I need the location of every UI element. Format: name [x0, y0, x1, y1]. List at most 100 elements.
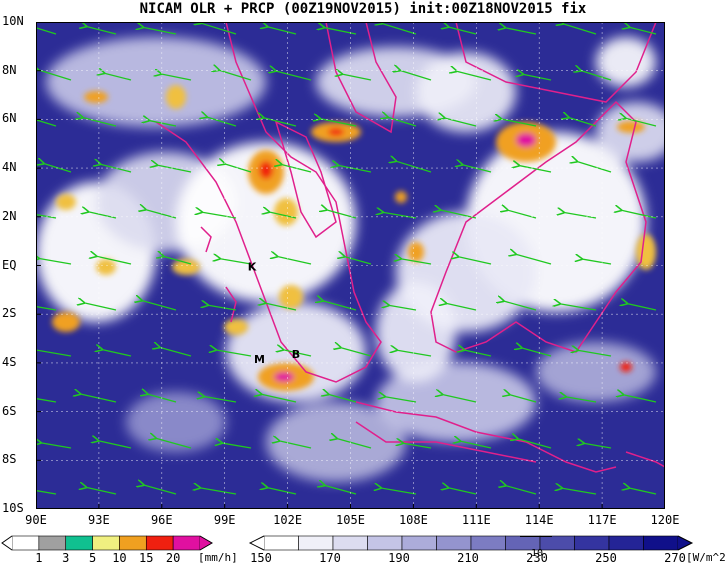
wind-arrow: [84, 303, 117, 311]
map-title: NICAM OLR + PRCP (00Z19NOV2015) init:00Z…: [139, 1, 587, 17]
olr-color-swatch: [574, 535, 610, 551]
latitude-tick-label: 6N: [2, 111, 17, 126]
wind-arrow: [265, 303, 297, 311]
colorbar-right-tip: [199, 535, 213, 551]
precipitation-unit: [mm/h]: [198, 551, 238, 564]
wind-arrow: [442, 394, 477, 403]
precip-colorbar-label: 1: [35, 551, 43, 565]
wind-arrow: [400, 259, 432, 265]
precip-color-swatch: [145, 535, 174, 551]
wind-arrow: [501, 119, 537, 127]
precip-colorbar-label: 5: [88, 551, 97, 565]
wind-arrow: [143, 27, 177, 35]
wind-arrow: [388, 305, 417, 311]
wind-arrow: [267, 487, 297, 495]
latitude-tick-label: 10S: [2, 501, 24, 515]
wind-arrow: [221, 443, 252, 449]
wind-arrow: [86, 26, 117, 35]
wind-arrow: [344, 257, 372, 265]
olr-color-swatch: [608, 535, 644, 551]
latitude-tick-label: EQ: [2, 257, 17, 272]
longitude-tick-label: 96E: [150, 513, 173, 527]
wind-arrow: [562, 488, 597, 495]
wind-arrow: [384, 397, 417, 403]
wind-arrow: [517, 439, 552, 449]
wind-arrow: [149, 120, 177, 127]
longitude-tick-label: 114E: [524, 513, 554, 527]
wind-arrow: [82, 117, 117, 127]
wind-arrow: [80, 394, 117, 403]
wind-arrow: [515, 254, 552, 265]
wind-arrow: [279, 441, 312, 449]
colorbar-left-tip: [1, 535, 13, 551]
wind-arrow: [448, 27, 477, 35]
wind-arrow: [38, 70, 72, 81]
wind-arrow: [342, 74, 372, 81]
wind-arrow: [219, 259, 252, 265]
olr-precip-map: K M B: [36, 22, 665, 509]
wind-arrow: [43, 163, 72, 173]
olr-color-swatch: [298, 535, 334, 551]
wind-arrow: [104, 73, 132, 81]
wind-arrow: [206, 117, 237, 127]
olr-color-swatch: [539, 535, 575, 551]
wind-arrow: [36, 119, 57, 127]
wind-arrow: [36, 27, 57, 35]
wind-arrow: [100, 164, 132, 173]
wind-arrow: [629, 488, 657, 495]
precip-color-swatch: [11, 535, 40, 551]
wind-arrow: [336, 438, 372, 449]
wind-arrow: [283, 350, 312, 357]
wind-arrow: [563, 212, 597, 219]
wind-arrow: [161, 74, 192, 81]
wind-arrow: [267, 27, 297, 35]
vector-reference-arrow: [520, 536, 552, 537]
station-markers: K M B: [248, 260, 300, 366]
lat-lon-grid: [36, 22, 665, 509]
precip-colorbar-label: 15: [139, 551, 154, 565]
olr-color-swatch: [470, 535, 506, 551]
wind-arrow: [503, 301, 537, 311]
wind-arrow: [261, 394, 297, 403]
wind-arrow: [397, 350, 432, 357]
longitude-tick-label: 117E: [587, 513, 617, 527]
wind-arrow: [625, 118, 657, 127]
wind-arrow: [580, 71, 612, 81]
station-label: M: [254, 353, 265, 366]
precip-color-swatch: [92, 535, 120, 551]
wind-arrow: [568, 117, 597, 127]
latitude-tick-label: 2N: [2, 208, 17, 223]
longitude-tick-label: 102E: [273, 513, 303, 527]
longitude-tick-label: 111E: [461, 513, 491, 527]
precip-color-swatch: [38, 535, 67, 551]
wind-arrow: [563, 24, 597, 35]
precip-color-swatch: [65, 535, 93, 551]
olr-colorbar-label: 190: [388, 551, 410, 565]
wind-arrow: [202, 212, 237, 219]
latitude-tick-label: 4N: [2, 160, 17, 175]
latitude-tick-label: 10N: [2, 14, 24, 28]
wind-arrow: [396, 161, 432, 173]
olr-color-swatch: [332, 535, 368, 551]
wind-arrow: [577, 350, 612, 357]
wind-arrow: [207, 305, 237, 311]
wind-arrow: [86, 487, 117, 495]
wind-arrow: [440, 210, 477, 219]
wind-arrow: [560, 304, 597, 311]
olr-colorbar-label: 210: [457, 551, 479, 565]
wind-arrow: [36, 350, 72, 357]
wind-arrow: [338, 165, 372, 173]
wind-arrow: [263, 118, 297, 127]
wind-arrow: [565, 397, 597, 403]
colorbar-right-tip: [677, 535, 694, 551]
wind-arrow: [621, 210, 657, 219]
latitude-tick-label: 8N: [2, 62, 17, 77]
wind-arrow: [40, 443, 72, 449]
wind-arrow: [448, 488, 477, 495]
wind-arrow: [143, 485, 177, 495]
wind-arrow: [98, 441, 132, 449]
wind-arrow: [340, 347, 372, 357]
wind-arrow: [387, 117, 417, 127]
precip-color-swatch: [172, 535, 201, 551]
latitude-tick-label: 4S: [2, 354, 17, 369]
